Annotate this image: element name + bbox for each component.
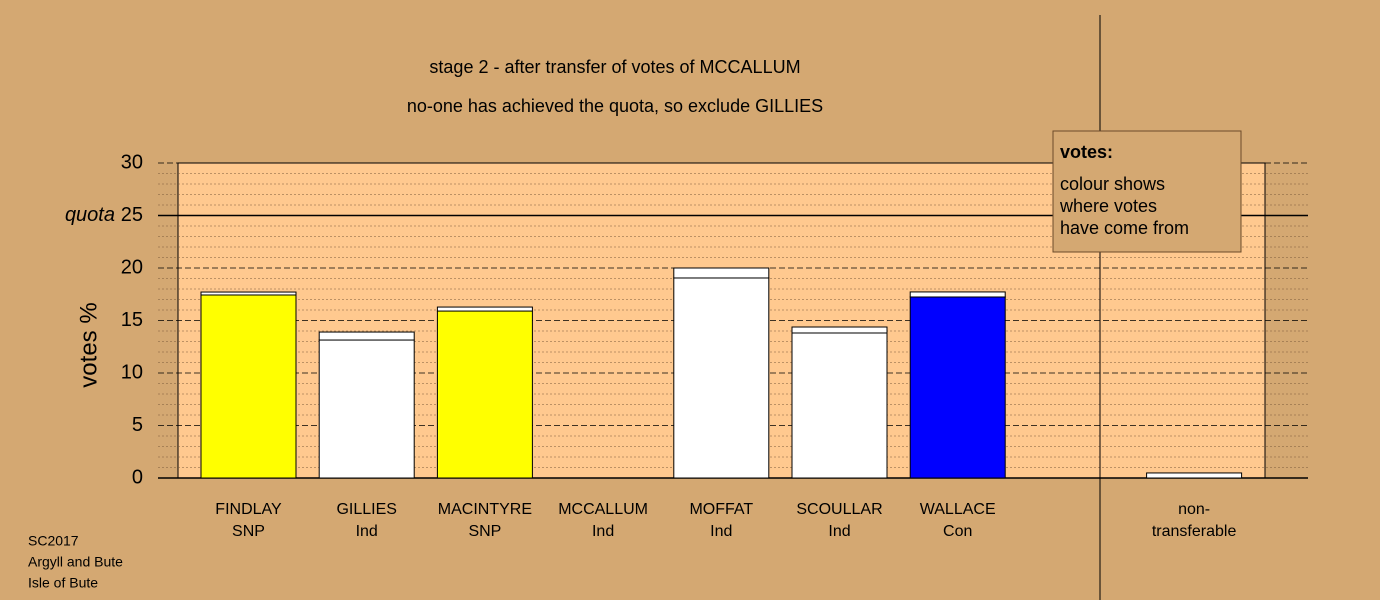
bar-segment (909, 296, 1006, 479)
x-tick-sublabel: Ind (710, 523, 732, 540)
bar-segment (436, 310, 533, 479)
legend-line: where votes (1059, 196, 1157, 216)
x-tick-label: MOFFAT (689, 501, 753, 518)
x-tick-label: WALLACE (920, 501, 996, 518)
x-tick-sublabel: Con (943, 523, 972, 540)
bar-segment (200, 291, 297, 296)
x-tick-sublabel: SNP (232, 523, 265, 540)
bars (200, 267, 1243, 479)
y-axis-label: votes % (75, 302, 102, 387)
legend-box: votes: colour shows where votes have com… (1052, 130, 1242, 253)
quota-label: quota (65, 204, 115, 226)
x-tick-sublabel: transferable (1152, 523, 1237, 540)
x-tick-sublabel: Ind (828, 523, 850, 540)
x-tick-label: FINDLAY (215, 501, 282, 518)
bar-segment (318, 339, 415, 479)
x-tick-sublabel: SNP (468, 523, 501, 540)
y-tick-label: 10 (121, 361, 143, 383)
bar-segment (1146, 472, 1243, 479)
x-tick-sublabel: Ind (356, 523, 378, 540)
y-tick-label: 25 (121, 204, 143, 226)
x-tick-sublabel: Ind (592, 523, 614, 540)
legend-line: colour shows (1060, 174, 1165, 194)
bar-segment (318, 331, 415, 341)
chart-subtitle: no-one has achieved the quota, so exclud… (407, 96, 823, 116)
note: Argyll and Bute (28, 554, 123, 570)
x-tick-label: non- (1178, 501, 1210, 518)
y-tick-label: 5 (132, 414, 143, 436)
y-tick-label: 20 (121, 256, 143, 278)
legend-line: have come from (1060, 218, 1189, 238)
bar-segment (909, 291, 1006, 298)
x-tick-label: MCCALLUM (558, 501, 648, 518)
y-tick-label: 0 (132, 466, 143, 488)
y-tick-label: 30 (121, 151, 143, 173)
bar-segment (200, 294, 297, 479)
note: SC2017 (28, 533, 79, 549)
bar-segment (673, 267, 770, 279)
bar-segment (436, 306, 533, 312)
bar-segment (673, 277, 770, 479)
note: Isle of Bute (28, 575, 98, 591)
chart-title: stage 2 - after transfer of votes of MCC… (429, 57, 800, 77)
y-tick-label: 15 (121, 309, 143, 331)
x-tick-label: SCOULLAR (796, 501, 882, 518)
x-tick-label: GILLIES (336, 501, 396, 518)
x-tick-label: MACINTYRE (438, 501, 532, 518)
bar-segment (791, 326, 888, 334)
legend-frame (1052, 130, 1242, 253)
legend-title: votes: (1060, 142, 1113, 162)
bar-segment (791, 332, 888, 479)
